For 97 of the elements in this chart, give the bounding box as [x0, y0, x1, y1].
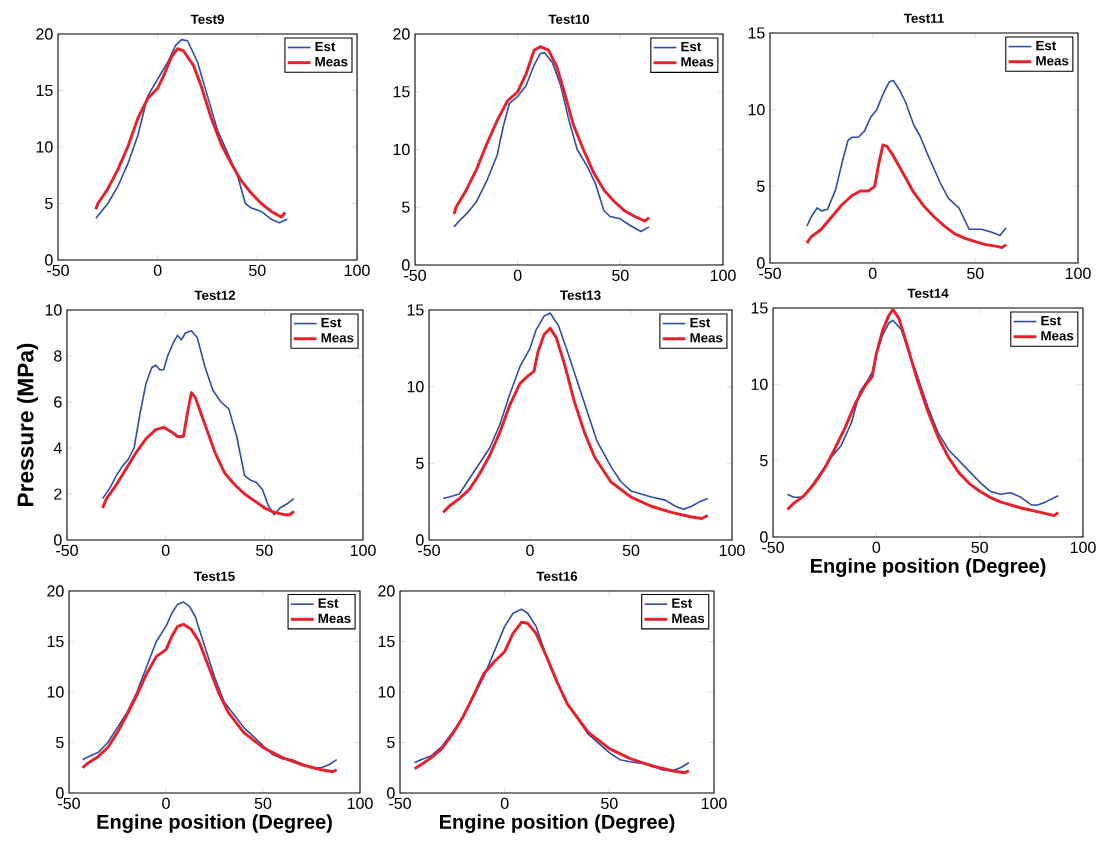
legend-label: Est: [681, 41, 702, 52]
x-tick-label: 50: [612, 269, 629, 282]
legend-label: Meas: [672, 613, 705, 624]
legend-label: Est: [690, 317, 711, 328]
y-tick-label: 15: [748, 27, 765, 39]
y-tick-label: 4: [53, 442, 62, 454]
chart-title: Test12: [194, 290, 236, 300]
legend-label: Est: [672, 598, 692, 608]
x-tick-label: 100: [344, 264, 370, 277]
x-tick-label: 0: [500, 797, 509, 810]
y-tick-label: 8: [54, 350, 62, 362]
x-tick-label: 0: [868, 267, 877, 280]
y-tick-label: 5: [757, 180, 765, 192]
y-tick-label: 5: [387, 736, 395, 749]
x-axis-title: Engine position (Degree): [811, 558, 1046, 577]
y-tick-label: 6: [54, 396, 62, 408]
y-tick-label: 5: [760, 455, 768, 467]
legend-label: Meas: [318, 613, 351, 624]
x-tick-label: 100: [1065, 267, 1091, 280]
y-tick-label: 15: [378, 635, 395, 648]
x-tick-label: 100: [350, 544, 376, 557]
x-tick-label: -50: [389, 797, 411, 810]
x-tick-label: 50: [249, 264, 266, 277]
y-tick-label: 5: [45, 197, 53, 210]
line-series: [101, 329, 295, 516]
x-tick-label: 0: [526, 544, 534, 557]
chart-title: Test13: [560, 290, 601, 300]
x-tick-label: -50: [404, 269, 426, 282]
y-tick-label: 5: [402, 201, 410, 213]
line-series: [81, 622, 339, 774]
y-tick-label: 20: [393, 28, 410, 40]
y-tick-label: 10: [47, 686, 64, 698]
legend-label: Meas: [1041, 331, 1074, 341]
legend-label: Meas: [1036, 56, 1069, 66]
y-tick-label: 0: [45, 254, 53, 266]
x-tick-label: 0: [153, 264, 162, 277]
x-tick-label: -50: [418, 544, 440, 557]
x-tick-label: 50: [622, 544, 640, 557]
x-tick-label: 50: [967, 267, 984, 280]
x-tick-label: 0: [513, 269, 522, 282]
x-tick-label: 100: [719, 544, 745, 557]
x-tick-label: 0: [162, 797, 170, 810]
y-tick-label: 20: [378, 585, 395, 597]
x-tick-label: 100: [347, 797, 373, 810]
y-tick-label: 5: [56, 736, 64, 749]
chart-title: Test10: [548, 14, 590, 24]
y-tick-label: 15: [47, 635, 64, 648]
y-tick-label: 10: [407, 381, 424, 393]
legend-label: Est: [1036, 40, 1057, 51]
chart-title: Test16: [536, 571, 578, 581]
y-tick-label: 20: [36, 28, 53, 40]
legend-label: Est: [318, 598, 339, 608]
x-axis-title: Engine position (Degree): [97, 814, 332, 833]
x-tick-label: 50: [256, 544, 273, 557]
y-axis-title: Pressure (MPa): [16, 343, 39, 506]
x-tick-label: 100: [701, 797, 727, 810]
x-tick-label: -50: [759, 267, 781, 280]
x-tick-label: 50: [254, 797, 272, 810]
y-tick-label: 0: [387, 787, 395, 799]
chart-title: Test15: [194, 571, 235, 581]
y-tick-label: 10: [748, 104, 765, 116]
chart-title: Test11: [903, 13, 944, 23]
y-tick-label: 10: [45, 304, 62, 316]
x-tick-label: -50: [762, 541, 784, 554]
y-tick-label: 15: [407, 304, 424, 316]
x-tick-label: 0: [161, 544, 170, 557]
legend-label: Est: [1041, 315, 1062, 326]
y-tick-label: 10: [751, 378, 768, 390]
y-tick-label: 10: [378, 686, 395, 698]
y-tick-label: 10: [393, 143, 410, 156]
y-tick-label: 10: [36, 141, 53, 153]
legend-label: Est: [321, 317, 342, 328]
y-tick-label: 5: [416, 457, 424, 469]
x-axis-title: Engine position (Degree): [440, 814, 675, 833]
x-tick-label: -50: [47, 264, 69, 277]
x-tick-label: 50: [971, 541, 988, 554]
y-tick-label: 2: [54, 488, 62, 500]
x-tick-label: 100: [1070, 541, 1096, 554]
x-tick-label: 0: [872, 541, 881, 554]
x-tick-label: -50: [56, 544, 78, 557]
legend-label: Est: [315, 41, 336, 52]
legend-label: Meas: [690, 333, 723, 343]
x-tick-label: -50: [58, 797, 80, 810]
legend-label: Meas: [681, 57, 714, 67]
y-tick-label: 15: [751, 302, 768, 314]
legend-label: Meas: [321, 333, 354, 343]
y-tick-label: 15: [36, 84, 53, 97]
y-tick-label: 20: [47, 585, 64, 597]
chart-title: Test9: [190, 14, 224, 24]
y-tick-label: 15: [393, 86, 410, 98]
y-tick-label: 0: [56, 787, 64, 799]
line-series: [101, 391, 296, 517]
x-tick-label: 100: [710, 269, 736, 282]
x-tick-label: 50: [601, 797, 618, 810]
y-tick-label: 0: [760, 531, 768, 543]
chart-title: Test14: [907, 288, 949, 298]
legend-label: Meas: [315, 57, 348, 67]
